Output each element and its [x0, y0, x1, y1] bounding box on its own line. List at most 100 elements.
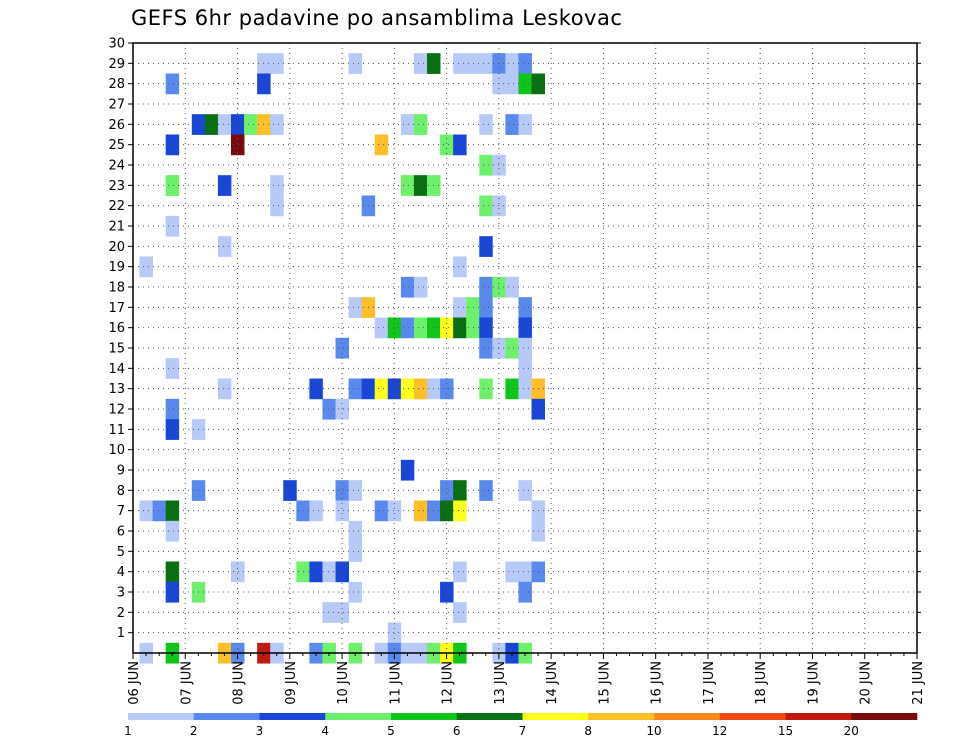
heatmap-cell — [387, 500, 402, 522]
x-tick-label: 21 JUN — [911, 661, 926, 705]
heatmap-cell — [204, 114, 219, 135]
heatmap-cell — [453, 297, 467, 318]
y-tick-label: 30 — [108, 37, 125, 52]
y-tick-label: 12 — [108, 403, 125, 418]
heatmap-cell — [505, 53, 519, 74]
heatmap-cell — [479, 236, 493, 257]
heatmap-cell — [505, 73, 519, 95]
heatmap-cell — [165, 215, 180, 237]
heatmap-cell — [453, 561, 467, 583]
y-tick-label: 25 — [108, 138, 125, 153]
legend-swatch — [325, 713, 392, 720]
x-tick-label: 15 JUN — [597, 661, 612, 705]
y-tick-label: 13 — [108, 382, 125, 397]
legend-label: 10 — [646, 724, 661, 738]
heatmap-cell — [479, 53, 493, 74]
heatmap-cell — [322, 602, 336, 623]
legend-swatch — [588, 713, 655, 720]
legend-swatch — [785, 713, 852, 720]
heatmap-cell — [518, 297, 532, 318]
heatmap-cell — [440, 317, 454, 339]
y-tick-label: 5 — [117, 545, 125, 560]
legend-label: 7 — [519, 724, 527, 738]
y-tick-label: 4 — [117, 565, 125, 580]
heatmap-cell — [231, 114, 245, 135]
heatmap-cell — [400, 459, 415, 481]
heatmap-cell — [139, 256, 153, 278]
legend-label: 1 — [124, 724, 132, 738]
heatmap-cell — [518, 358, 532, 379]
x-tick-label: 18 JUN — [754, 661, 769, 705]
heatmap-cell — [165, 134, 180, 156]
heatmap-cell — [387, 622, 402, 644]
legend-label: 6 — [453, 724, 461, 738]
heatmap-cell — [217, 378, 232, 400]
heatmap-cell — [335, 561, 349, 583]
heatmap-cell — [466, 297, 480, 318]
heatmap-cell — [413, 317, 428, 339]
heatmap-cell — [348, 297, 363, 318]
heatmap-cell — [453, 480, 467, 501]
heatmap-cell — [165, 419, 180, 440]
heatmap-cell — [335, 500, 349, 522]
heatmap-cell — [270, 114, 284, 135]
heatmap-cell — [518, 480, 532, 501]
legend-swatch — [654, 713, 721, 720]
y-tick-label: 9 — [117, 464, 125, 479]
y-tick-label: 8 — [117, 484, 125, 499]
heatmap-cell — [400, 114, 415, 135]
heatmap-cell — [413, 276, 428, 298]
heatmap-cell — [466, 317, 480, 339]
heatmap-cell — [270, 175, 284, 196]
heatmap-cell — [244, 114, 258, 135]
heatmap-cell — [518, 561, 532, 583]
heatmap-cell — [453, 134, 467, 156]
heatmap-cell — [217, 175, 232, 196]
legend-swatch — [193, 713, 260, 720]
x-tick-label: 08 JUN — [232, 661, 247, 705]
y-tick-label: 2 — [117, 606, 125, 621]
heatmap-cell — [413, 500, 428, 522]
legend-label: 20 — [844, 724, 859, 738]
heatmap-cell — [335, 398, 349, 420]
heatmap-cell — [518, 317, 532, 339]
heatmap-cell — [374, 134, 389, 156]
heatmap-cell — [440, 500, 454, 522]
heatmap-cell — [400, 175, 415, 196]
legend-label: 3 — [256, 724, 264, 738]
heatmap-cell — [400, 317, 415, 339]
y-tick-label: 29 — [108, 57, 125, 72]
legend-swatch — [391, 713, 458, 720]
x-tick-label: 19 JUN — [806, 661, 821, 705]
heatmap-cell — [518, 53, 532, 74]
y-tick-label: 14 — [108, 362, 125, 377]
y-tick-label: 22 — [108, 199, 125, 214]
heatmap-cell — [505, 114, 519, 135]
y-tick-label: 1 — [117, 626, 125, 641]
x-tick-label: 11 JUN — [388, 661, 403, 705]
y-tick-label: 15 — [108, 342, 125, 357]
heatmap-cell — [335, 602, 349, 623]
y-tick-label: 16 — [108, 321, 125, 336]
x-tick-label: 09 JUN — [284, 661, 299, 705]
heatmap-cell — [453, 53, 467, 74]
heatmap-cell — [348, 53, 363, 74]
heatmap-cell — [387, 317, 402, 339]
y-tick-label: 11 — [108, 423, 125, 438]
heatmap-cell — [309, 561, 323, 583]
legend-label: 2 — [190, 724, 198, 738]
heatmap-cell — [518, 581, 532, 603]
heatmap-cell — [518, 378, 532, 400]
heatmap-cell — [231, 134, 245, 156]
heatmap-cell — [348, 581, 363, 603]
x-tick-label: 10 JUN — [336, 661, 351, 705]
heatmap-cell — [309, 500, 323, 522]
heatmap-cell — [479, 480, 493, 501]
heatmap-cell — [440, 480, 454, 501]
legend-label: 4 — [321, 724, 329, 738]
x-tick-label: 17 JUN — [702, 661, 717, 705]
heatmap-cell — [400, 378, 415, 400]
heatmap-cell — [348, 520, 363, 542]
x-tick-label: 16 JUN — [650, 661, 665, 705]
x-tick-label: 20 JUN — [859, 661, 874, 705]
